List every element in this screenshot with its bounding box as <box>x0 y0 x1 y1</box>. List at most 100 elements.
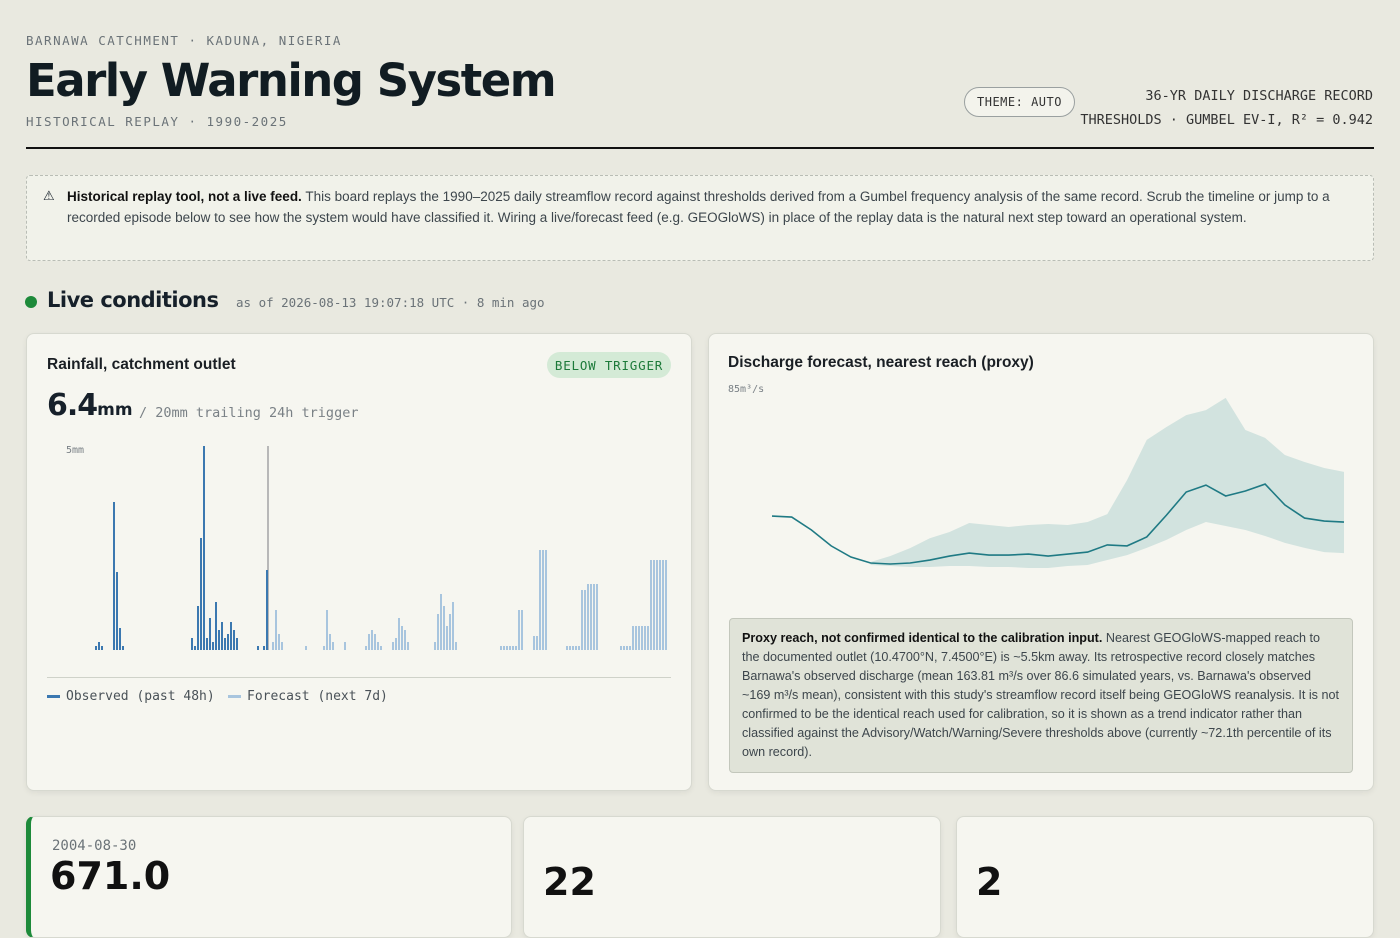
bar <box>665 560 667 650</box>
bar <box>539 550 541 650</box>
bar <box>392 642 394 650</box>
legend-label: Observed (past 48h) <box>66 689 215 704</box>
bar <box>545 550 547 650</box>
divider <box>47 677 671 678</box>
section-title: Live conditions <box>47 288 219 312</box>
bar <box>503 646 505 650</box>
bar <box>434 642 436 650</box>
subtitle: HISTORICAL REPLAY · 1990-2025 <box>26 114 288 129</box>
warning-icon: ⚠ <box>43 188 55 203</box>
bar <box>233 630 235 650</box>
bar <box>500 646 502 650</box>
bar <box>230 622 232 650</box>
legend-swatch <box>47 695 60 698</box>
bar <box>536 636 538 650</box>
bar <box>197 606 199 650</box>
bar <box>626 646 628 650</box>
bar <box>281 642 283 650</box>
discharge-line <box>771 483 1345 565</box>
bar <box>596 584 598 650</box>
card-title: Rainfall, catchment outlet <box>47 356 236 373</box>
bar <box>365 646 367 650</box>
bar <box>455 642 457 650</box>
bar <box>113 502 115 650</box>
episode-value: 671.0 <box>50 854 171 898</box>
stat-value: 22 <box>543 860 596 904</box>
page: BARNAWA CATCHMENT · KADUNA, NIGERIA Earl… <box>25 33 1374 938</box>
bar <box>266 570 268 650</box>
bar <box>581 590 583 650</box>
bar <box>401 626 403 650</box>
bar <box>635 626 637 650</box>
bar <box>644 626 646 650</box>
bar <box>638 626 640 650</box>
bar <box>446 626 448 650</box>
bar <box>221 622 223 650</box>
meta-line: THRESHOLDS · GUMBEL EV-I, R² = 0.942 <box>1080 112 1373 128</box>
bar <box>98 642 100 650</box>
bar <box>572 646 574 650</box>
bar <box>518 610 520 650</box>
bar <box>122 646 124 650</box>
bar <box>521 610 523 650</box>
bar <box>95 646 97 650</box>
bar <box>632 626 634 650</box>
notice-body: This board replays the 1990–2025 daily s… <box>67 189 1330 225</box>
bar <box>374 634 376 650</box>
y-tick-label: 5mm <box>66 445 84 456</box>
bar <box>542 550 544 650</box>
bar <box>575 646 577 650</box>
bar <box>227 634 229 650</box>
y-tick-label: 85m³/s <box>728 384 764 395</box>
note-body: Nearest GEOGloWS-mapped reach to the doc… <box>742 631 1339 759</box>
bar <box>224 638 226 650</box>
rain-value: 6.4mm <box>47 388 133 423</box>
bar <box>641 626 643 650</box>
notice-text: Historical replay tool, not a live feed.… <box>67 186 1333 228</box>
page-title: Early Warning System <box>26 54 557 107</box>
rain-chart: 5mm <box>66 445 667 650</box>
bar <box>407 642 409 650</box>
value: 6.4 <box>47 388 98 423</box>
note-lead: Proxy reach, not confirmed identical to … <box>742 631 1103 645</box>
bar <box>587 584 589 650</box>
bar <box>332 642 334 650</box>
bar <box>656 560 658 650</box>
bar <box>659 560 661 650</box>
bar <box>506 646 508 650</box>
bar <box>584 590 586 650</box>
bar <box>380 646 382 650</box>
rule <box>26 147 1374 149</box>
eyebrow: BARNAWA CATCHMENT · KADUNA, NIGERIA <box>26 33 342 48</box>
bar <box>509 646 511 650</box>
bar <box>272 642 274 650</box>
bar <box>116 572 118 650</box>
bar <box>236 638 238 650</box>
bar <box>371 630 373 650</box>
bar <box>437 614 439 650</box>
bar <box>323 646 325 650</box>
proxy-note: Proxy reach, not confirmed identical to … <box>729 618 1353 773</box>
bar <box>398 618 400 650</box>
bar <box>593 584 595 650</box>
bar <box>377 642 379 650</box>
bar <box>278 634 280 650</box>
bar <box>647 626 649 650</box>
notice-lead: Historical replay tool, not a live feed. <box>67 189 302 204</box>
timestamp: as of 2026-08-13 19:07:18 UTC · 8 min ag… <box>236 295 545 310</box>
bar <box>620 646 622 650</box>
bar <box>257 646 259 650</box>
theme-button[interactable]: THEME: AUTO <box>964 87 1075 117</box>
bar <box>578 646 580 650</box>
discharge-chart: 85m³/s <box>728 384 1345 568</box>
bar <box>194 646 196 650</box>
bar <box>395 638 397 650</box>
bar <box>449 614 451 650</box>
bar <box>263 646 265 650</box>
bar <box>653 560 655 650</box>
bar <box>650 560 652 650</box>
status-badge: BELOW TRIGGER <box>547 352 671 378</box>
unit: mm <box>97 400 133 420</box>
bar <box>566 646 568 650</box>
stat-card <box>956 816 1374 938</box>
